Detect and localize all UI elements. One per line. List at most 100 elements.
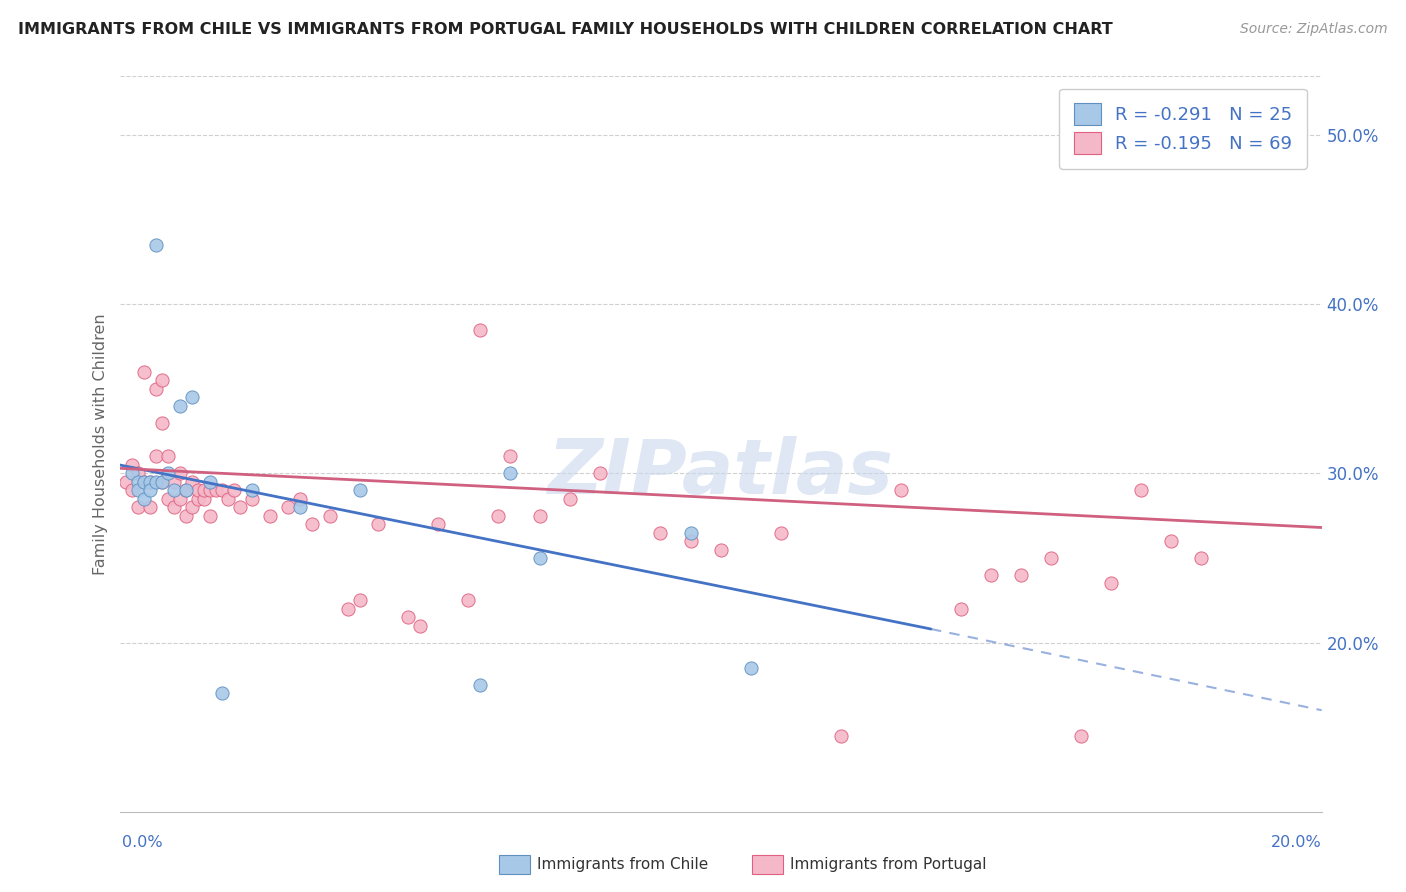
Point [198,508,221,523]
Point [132,365,155,379]
Point [1070,729,1092,743]
Text: ZIPatlas: ZIPatlas [547,436,894,510]
Point [486,508,509,523]
Point [211,483,233,498]
Point [830,729,852,743]
Point [138,475,160,489]
Point [529,551,551,566]
Point [162,475,184,489]
Point [228,500,252,515]
Point [288,491,311,506]
Point [1099,576,1122,591]
Point [1010,567,1032,582]
Point [468,678,492,692]
Point [349,593,371,607]
Point [156,491,179,506]
Point [222,483,245,498]
Point [169,467,191,481]
Point [589,467,612,481]
Point [138,483,160,498]
Point [187,483,209,498]
Point [211,686,233,700]
Point [187,491,209,506]
Point [1040,551,1063,566]
Point [180,390,202,404]
Point [114,475,136,489]
Point [150,475,173,489]
Point [174,483,197,498]
Text: Source: ZipAtlas.com: Source: ZipAtlas.com [1240,22,1388,37]
Point [174,508,197,523]
Point [349,483,371,498]
Point [145,238,167,252]
Point [240,491,263,506]
Point [890,483,912,498]
Text: IMMIGRANTS FROM CHILE VS IMMIGRANTS FROM PORTUGAL FAMILY HOUSEHOLDS WITH CHILDRE: IMMIGRANTS FROM CHILE VS IMMIGRANTS FROM… [18,22,1114,37]
Text: Immigrants from Chile: Immigrants from Chile [537,857,709,871]
Point [468,322,492,336]
Point [193,491,215,506]
Point [679,534,702,549]
Point [1189,551,1212,566]
Point [301,517,323,532]
Point [180,500,202,515]
Point [240,483,263,498]
Point [769,525,792,540]
Point [132,491,155,506]
Point [336,601,359,615]
Point [127,467,149,481]
Point [409,618,432,632]
Point [180,475,202,489]
Point [457,593,479,607]
Point [121,458,143,472]
Point [499,450,522,464]
Point [169,491,191,506]
Point [145,382,167,396]
Point [204,483,226,498]
Point [145,475,167,489]
Point [138,500,160,515]
Point [709,542,731,557]
Point [150,475,173,489]
Point [127,475,149,489]
Point [980,567,1002,582]
Point [288,500,311,515]
Point [529,508,551,523]
Point [132,475,155,489]
Point [396,610,419,624]
Point [121,467,143,481]
Point [198,483,221,498]
Text: 0.0%: 0.0% [122,836,163,850]
Point [145,450,167,464]
Text: Immigrants from Portugal: Immigrants from Portugal [790,857,987,871]
Point [132,475,155,489]
Point [679,525,702,540]
Point [499,467,522,481]
Point [138,475,160,489]
Point [319,508,342,523]
Point [950,601,973,615]
Point [193,483,215,498]
Point [169,399,191,413]
Point [156,467,179,481]
Point [127,500,149,515]
Point [127,483,149,498]
Text: 20.0%: 20.0% [1271,836,1322,850]
Legend: R = -0.291   N = 25, R = -0.195   N = 69: R = -0.291 N = 25, R = -0.195 N = 69 [1059,88,1306,169]
Point [1160,534,1182,549]
Y-axis label: Family Households with Children: Family Households with Children [93,313,108,574]
Point [150,373,173,387]
Point [367,517,389,532]
Point [162,500,184,515]
Point [150,416,173,430]
Point [560,491,582,506]
Point [1130,483,1153,498]
Point [198,475,221,489]
Point [277,500,299,515]
Point [259,508,281,523]
Point [740,661,762,675]
Point [121,483,143,498]
Point [156,450,179,464]
Point [650,525,672,540]
Point [217,491,239,506]
